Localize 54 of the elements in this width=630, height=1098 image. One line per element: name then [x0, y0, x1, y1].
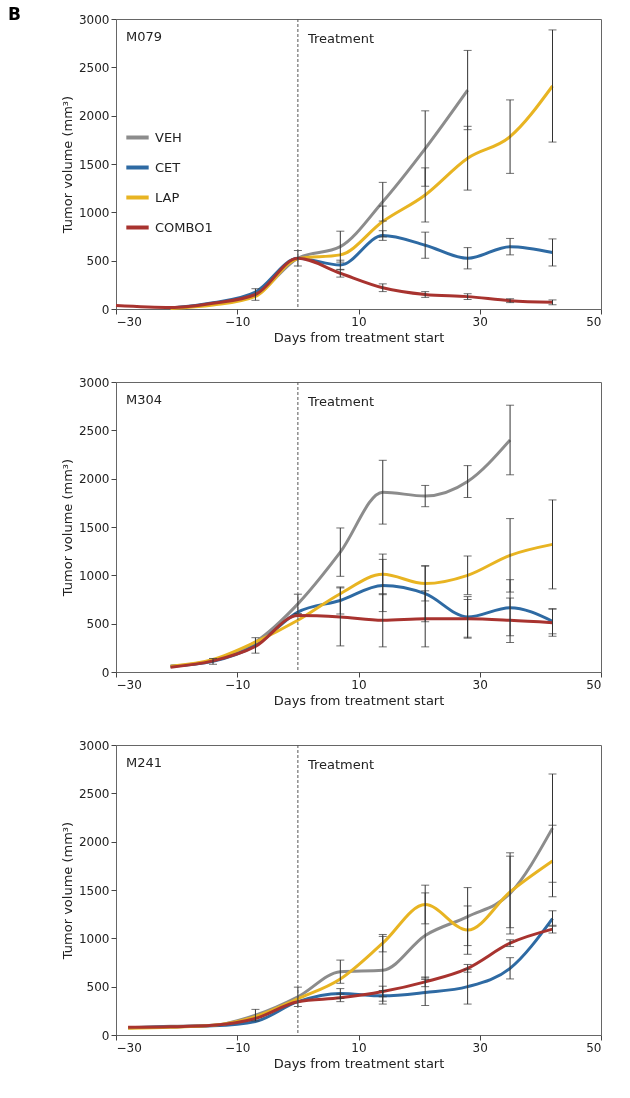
- line-series: [169, 613, 554, 669]
- x-axis-title: Days from treatment start: [273, 692, 445, 708]
- text: M241: [126, 755, 163, 770]
- x-tick-label: 50: [586, 677, 602, 692]
- y-tick-label: 2500: [78, 60, 110, 75]
- y-tick-label: 0: [101, 665, 110, 680]
- y-axis-title: Tumor volume (mm³): [59, 458, 75, 598]
- y-tick-label: 2000: [78, 109, 110, 124]
- x-tick-label: 30: [472, 1040, 488, 1055]
- text: B: [8, 4, 21, 24]
- legend-label: COMBO1: [155, 219, 213, 235]
- y-tick-label: 1000: [78, 205, 110, 220]
- y-axis-title: Tumor volume (mm³): [59, 95, 75, 235]
- x-tick-label: −10: [225, 314, 251, 329]
- legend-label: LAP: [155, 189, 180, 205]
- x-tick-label: 30: [472, 677, 488, 692]
- y-tick-label: 3000: [78, 738, 110, 753]
- y-tick-label: 2500: [78, 423, 110, 438]
- y-tick-label: 1000: [78, 931, 110, 946]
- x-tick-label: −30: [116, 314, 142, 329]
- y-tick-label: 1500: [78, 883, 110, 898]
- text: M304: [126, 392, 163, 407]
- x-tick-label: −10: [225, 677, 251, 692]
- y-tick-label: 1500: [78, 157, 110, 172]
- y-tick-label: 500: [86, 617, 110, 632]
- y-tick-label: 1000: [78, 568, 110, 583]
- x-tick-label: 50: [586, 314, 602, 329]
- x-tick-label: 10: [351, 1040, 367, 1055]
- y-tick-label: 2500: [78, 786, 110, 801]
- ref-line-label: Treatment: [306, 394, 375, 409]
- y-tick-label: 0: [101, 302, 110, 317]
- y-tick-label: 1500: [78, 520, 110, 535]
- y-tick-label: 3000: [78, 375, 110, 390]
- y-axis-title: Tumor volume (mm³): [59, 821, 75, 961]
- y-tick-label: 3000: [78, 12, 110, 27]
- y-tick-label: 500: [86, 980, 110, 995]
- x-tick-label: −10: [225, 1040, 251, 1055]
- legend-label: VEH: [155, 129, 182, 145]
- ref-line-label: Treatment: [306, 31, 375, 46]
- x-tick-label: 10: [351, 314, 367, 329]
- ref-line-label: Treatment: [306, 757, 375, 772]
- y-tick-label: 500: [86, 254, 110, 269]
- x-tick-label: 50: [586, 1040, 602, 1055]
- x-tick-label: 30: [472, 314, 488, 329]
- legend-label: CET: [155, 159, 181, 175]
- x-tick-label: −30: [116, 1040, 142, 1055]
- x-axis-title: Days from treatment start: [273, 1055, 445, 1071]
- x-tick-label: −30: [116, 677, 142, 692]
- y-tick-label: 2000: [78, 835, 110, 850]
- x-tick-label: 10: [351, 677, 367, 692]
- text: M079: [126, 29, 163, 44]
- y-tick-label: 0: [101, 1028, 110, 1043]
- x-axis-title: Days from treatment start: [273, 329, 445, 345]
- y-tick-label: 2000: [78, 472, 110, 487]
